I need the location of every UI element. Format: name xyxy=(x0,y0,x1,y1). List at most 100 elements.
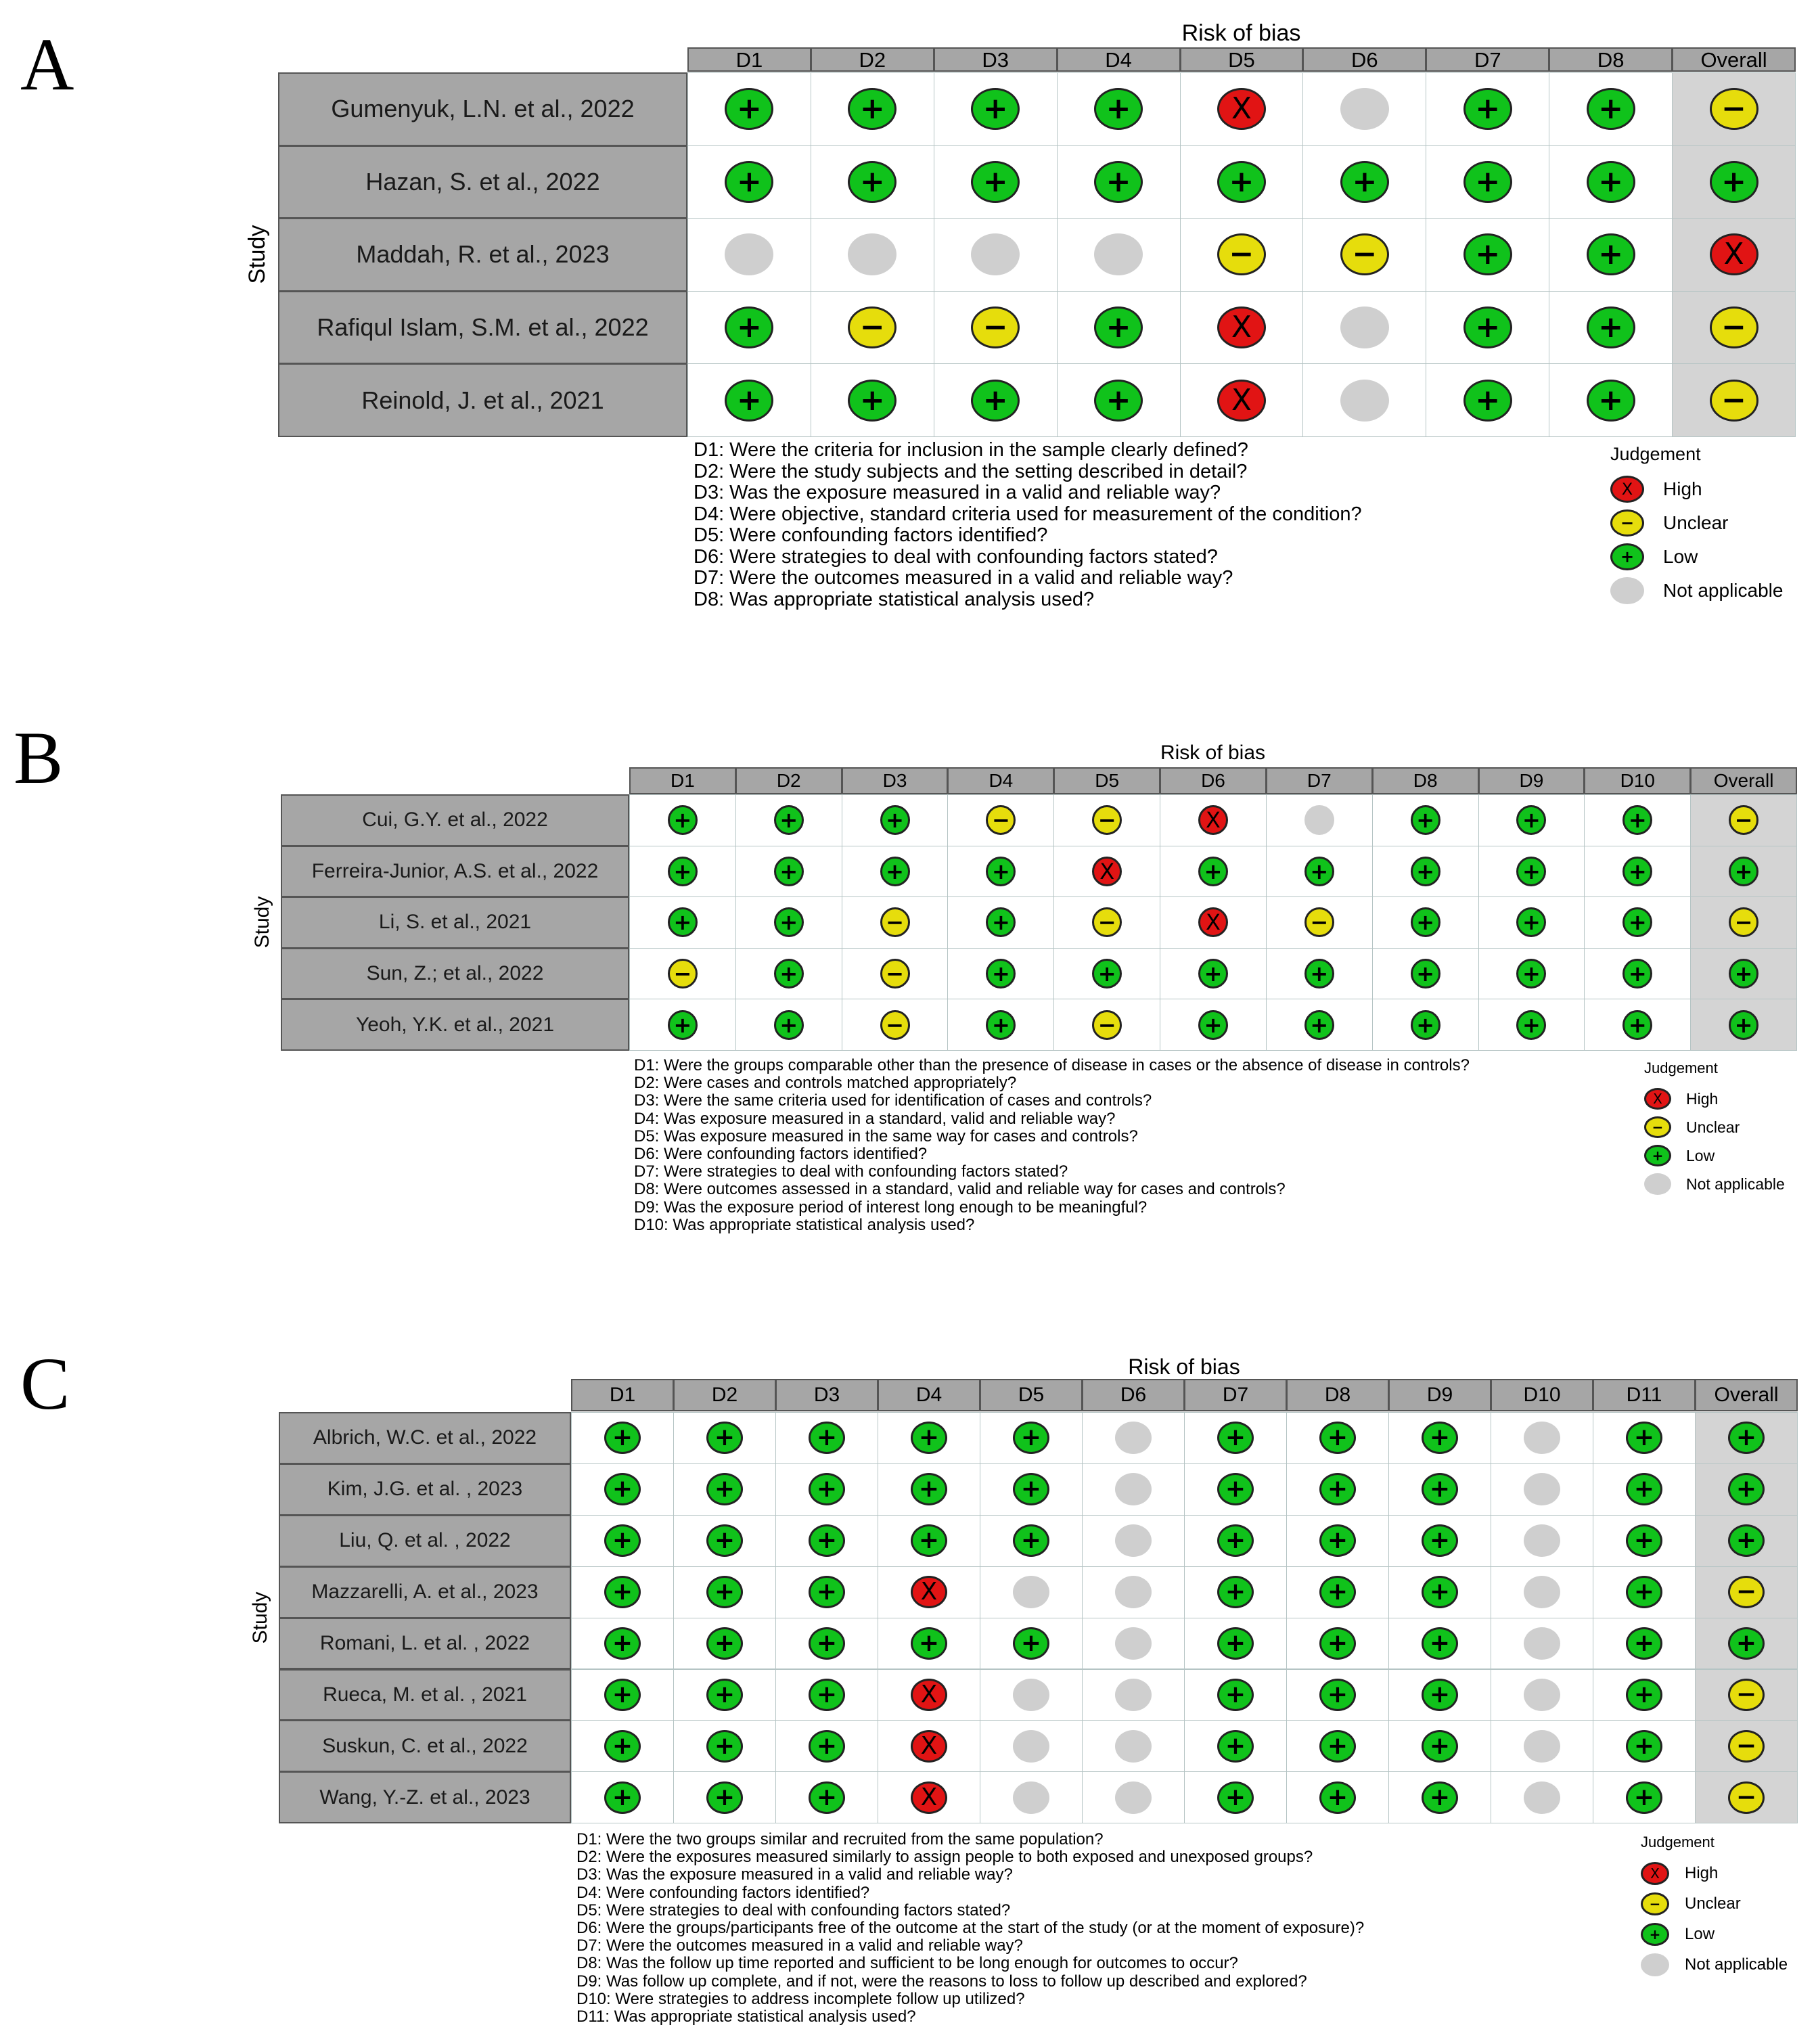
judgement-cell: + xyxy=(687,363,811,437)
judgement-cell xyxy=(810,218,934,292)
judgement-low-icon: + xyxy=(604,1781,641,1814)
judgement-cell: − xyxy=(1690,896,1797,949)
judgement-low-icon: + xyxy=(773,1009,804,1040)
judgement-cell: + xyxy=(1584,999,1692,1051)
column-header-overall: Overall xyxy=(1695,1379,1798,1411)
judgement-low-icon: + xyxy=(1217,1781,1254,1814)
judgement-cell: − xyxy=(947,794,1055,846)
definition-line: D9: Was the exposure period of interest … xyxy=(634,1198,1148,1217)
judgement-cell: + xyxy=(878,1617,980,1670)
judgement-cell: + xyxy=(1388,1463,1491,1516)
column-header-d8: D8 xyxy=(1371,767,1479,794)
judgement-high-icon: X xyxy=(1198,805,1228,836)
judgement-cell: + xyxy=(1388,1668,1491,1721)
definition-line: D2: Were the exposures measured similarl… xyxy=(576,1848,1313,1867)
judgement-cell: + xyxy=(629,845,736,898)
judgement-na-icon xyxy=(1013,1678,1049,1711)
definition-line: D2: Were cases and controls matched appr… xyxy=(634,1074,1017,1093)
judgement-cell: + xyxy=(1184,1514,1287,1567)
judgement-low-icon: + xyxy=(1626,1422,1662,1455)
judgement-low-icon: + xyxy=(880,805,910,836)
legend-label: Low xyxy=(1663,546,1698,567)
judgement-cell: + xyxy=(1286,1514,1389,1567)
definition-line: D5: Were strategies to deal with confoun… xyxy=(576,1901,1011,1920)
judgement-cell xyxy=(1491,1617,1593,1670)
judgement-cell: − xyxy=(1695,1668,1798,1721)
judgement-cell: + xyxy=(1426,290,1550,365)
judgement-low-icon: + xyxy=(1622,1009,1653,1040)
judgement-unclear-icon: − xyxy=(1340,233,1389,276)
judgement-low-icon: + xyxy=(667,1009,698,1040)
judgement-na-icon xyxy=(1610,577,1644,604)
judgement-cell xyxy=(1302,72,1427,146)
judgement-low-icon: + xyxy=(1622,856,1653,886)
study-name: Sun, Z.; et al., 2022 xyxy=(281,947,629,1000)
judgement-cell: + xyxy=(933,145,1058,219)
column-header-d2: D2 xyxy=(810,47,934,72)
judgement-cell: + xyxy=(1695,1463,1798,1516)
judgement-low-icon: + xyxy=(1198,959,1228,989)
column-header-d7: D7 xyxy=(1265,767,1373,794)
judgement-na-icon xyxy=(848,233,897,276)
judgement-cell: X xyxy=(1160,896,1267,949)
legend-item-unclear: − Unclear xyxy=(1644,1116,1740,1138)
judgement-high-icon: X xyxy=(1641,1862,1669,1885)
judgement-cell xyxy=(1082,1514,1185,1567)
judgement-cell: + xyxy=(1549,290,1673,365)
study-name: Reinold, J. et al., 2021 xyxy=(278,363,687,437)
judgement-cell: + xyxy=(1593,1514,1696,1567)
judgement-low-icon: + xyxy=(773,907,804,938)
domain-definitions: D1: Were the groups comparable other tha… xyxy=(634,1056,1470,1234)
judgement-cell: + xyxy=(673,1463,776,1516)
judgement-unclear-icon: − xyxy=(1709,88,1758,131)
judgement-low-icon: + xyxy=(1340,160,1389,203)
column-header-d5: D5 xyxy=(980,1379,1083,1411)
judgement-low-icon: + xyxy=(1626,1524,1662,1558)
judgement-low-icon: + xyxy=(604,1627,641,1660)
judgement-cell: + xyxy=(1179,145,1304,219)
judgement-cell: − xyxy=(1179,218,1304,292)
judgement-low-icon: + xyxy=(1626,1627,1662,1660)
judgement-low-icon: + xyxy=(1422,1781,1458,1814)
judgement-na-icon xyxy=(1115,1729,1152,1763)
judgement-cell: + xyxy=(980,1514,1083,1567)
judgement-cell: + xyxy=(1695,1412,1798,1464)
judgement-low-icon: + xyxy=(1422,1422,1458,1455)
judgement-low-icon: + xyxy=(848,160,897,203)
definition-line: D8: Was the follow up time reported and … xyxy=(576,1954,1238,1973)
judgement-cell: + xyxy=(1371,999,1479,1051)
judgement-low-icon: + xyxy=(1094,88,1143,131)
judgement-low-icon: + xyxy=(1217,1422,1254,1455)
legend-title: Judgement xyxy=(1644,1060,1718,1076)
judgement-low-icon: + xyxy=(986,856,1016,886)
judgement-cell: − xyxy=(1690,794,1797,846)
study-name: Ferreira-Junior, A.S. et al., 2022 xyxy=(281,845,629,898)
judgement-low-icon: + xyxy=(809,1473,845,1506)
judgement-high-icon: X xyxy=(911,1729,947,1763)
judgement-low-icon: + xyxy=(1626,1576,1662,1609)
judgement-cell: + xyxy=(687,145,811,219)
definition-line: D11: Was appropriate statistical analysi… xyxy=(576,2007,916,2026)
legend-label: Low xyxy=(1686,1146,1715,1164)
legend-item-high: X High xyxy=(1641,1862,1718,1885)
judgement-cell: + xyxy=(1286,1668,1389,1721)
judgement-low-icon: + xyxy=(1013,1473,1049,1506)
judgement-cell: + xyxy=(775,1771,878,1824)
judgement-cell: + xyxy=(878,1463,980,1516)
legend-item-low: + Low xyxy=(1641,1923,1715,1946)
judgement-low-icon: + xyxy=(1092,959,1122,989)
judgement-cell: + xyxy=(687,72,811,146)
judgement-unclear-icon: − xyxy=(1644,1116,1671,1138)
judgement-cell: + xyxy=(1584,794,1692,846)
judgement-cell: + xyxy=(775,1412,878,1464)
judgement-low-icon: + xyxy=(706,1422,743,1455)
column-header-d7: D7 xyxy=(1184,1379,1287,1411)
column-header-d2: D2 xyxy=(735,767,842,794)
judgement-cell: + xyxy=(629,896,736,949)
judgement-na-icon xyxy=(1013,1576,1049,1609)
judgement-low-icon: + xyxy=(1728,1422,1765,1455)
y-axis-label: Study xyxy=(249,1591,271,1643)
definition-line: D6: Were the groups/participants free of… xyxy=(576,1919,1365,1938)
domain-definitions: D1: Were the criteria for inclusion in t… xyxy=(694,439,1362,610)
judgement-cell xyxy=(1265,794,1373,846)
